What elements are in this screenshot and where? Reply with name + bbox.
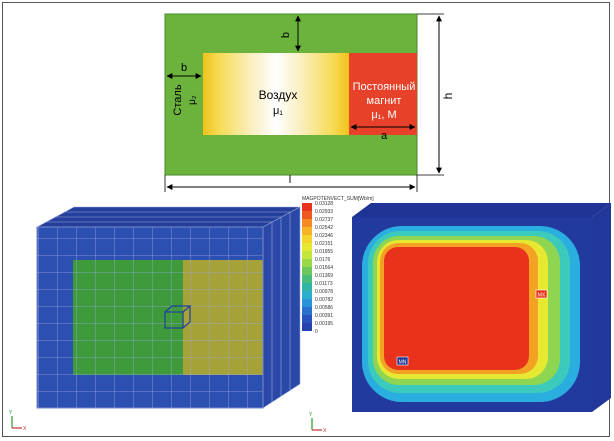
steel-label: Сталь [172, 84, 184, 115]
legend-value: 0.00978 [315, 289, 333, 295]
legend-value: 0.00782 [315, 297, 333, 303]
air-mu-label: μ₁ [273, 105, 283, 117]
mesh-top-grid [46, 211, 290, 223]
legend-value: 0.02346 [315, 233, 333, 239]
legend-swatch [302, 227, 312, 235]
legend-swatch [302, 235, 312, 243]
legend-title: MAGPOTENVECT_SUM[Wb/m] [302, 196, 374, 202]
legend-value: 0.01369 [315, 273, 333, 279]
schematic: b b Сталь μ₂ Воздух μ₁ Постоянный магнит… [164, 13, 455, 192]
air-label: Воздух [259, 88, 298, 102]
dim-b-top-label: b [280, 32, 292, 38]
legend-swatch [302, 315, 312, 323]
legend-swatch [302, 283, 312, 291]
legend-swatch [302, 211, 312, 219]
legend: MAGPOTENVECT_SUM[Wb/m] 0.03128 0.02933 0.0… [302, 196, 374, 335]
legend-value: 0.02151 [315, 241, 333, 247]
svg-text:X: X [23, 426, 27, 432]
mesh-front-grid [37, 227, 263, 408]
svg-text:X: X [323, 428, 327, 434]
svg-text:Y: Y [309, 412, 313, 418]
dim-l-label: l [289, 174, 291, 186]
legend-value: 0.00391 [315, 313, 333, 319]
min-marker-label: MN [399, 360, 407, 366]
field-top-face [352, 203, 611, 217]
air-region [203, 53, 349, 135]
legend-value: 0.00195 [315, 321, 333, 327]
field-side-face [592, 203, 611, 412]
max-marker [535, 289, 548, 299]
legend-value: 0.0176 [315, 257, 331, 263]
legend-value: 0.03128 [315, 201, 333, 207]
legend-swatch [302, 267, 312, 275]
magnet-region [349, 53, 417, 135]
steel-mu-label: μ₂ [187, 95, 198, 105]
magnet-label-line1: Постоянный [353, 81, 416, 93]
legend-swatch [302, 251, 312, 259]
legend-value: 0.02542 [315, 225, 333, 231]
legend-value: 0.02737 [315, 217, 333, 223]
legend-swatch [302, 323, 312, 331]
legend-value: 0 [315, 329, 318, 335]
svg-text:Y: Y [9, 410, 13, 416]
max-marker-label: MX [538, 293, 546, 299]
legend-value: 0.00586 [315, 305, 333, 311]
field-contour-red [384, 247, 529, 370]
field-plot: MX MN [352, 203, 611, 412]
dim-b-left-label: b [181, 62, 187, 74]
legend-value: 0.01564 [315, 265, 333, 271]
mesh-side-grid [271, 212, 291, 402]
legend-value: 0.01173 [315, 281, 333, 287]
legend-swatch [302, 275, 312, 283]
magnet-mu-label: μ₁, M [371, 109, 396, 121]
axis-triad-left: Y X [9, 410, 27, 432]
legend-value: 0.02933 [315, 209, 333, 215]
legend-swatch [302, 307, 312, 315]
legend-swatch [302, 299, 312, 307]
legend-swatch [302, 219, 312, 227]
mesh-side-face [262, 206, 301, 409]
legend-swatch [302, 259, 312, 267]
mesh-model [36, 206, 301, 409]
dim-h-label: h [441, 93, 455, 100]
legend-value: 0.01955 [315, 249, 333, 255]
legend-swatch [302, 291, 312, 299]
magnet-label-line2: магнит [367, 95, 402, 107]
dim-a-label: a [381, 130, 388, 142]
legend-swatch [302, 203, 312, 211]
min-marker [396, 356, 409, 366]
axis-triad-right: Y X [309, 412, 327, 434]
cube-marker [164, 305, 192, 329]
legend-swatch [302, 243, 312, 251]
mesh-front-outline [36, 226, 264, 409]
